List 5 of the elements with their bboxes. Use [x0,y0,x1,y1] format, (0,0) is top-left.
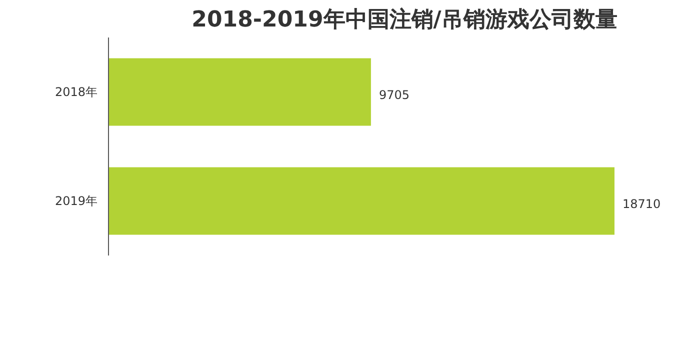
data-label: 9705 [378,88,410,102]
y-tick-label: 2018年 [54,85,98,99]
chart-title: 2018-2019年中国注销/吊销游戏公司数量 [192,6,618,32]
y-tick-label: 2019年 [54,194,98,208]
data-label: 18710 [622,197,661,211]
